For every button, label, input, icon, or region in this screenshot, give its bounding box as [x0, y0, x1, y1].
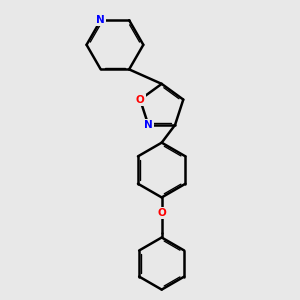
- Text: N: N: [96, 15, 105, 25]
- Text: N: N: [144, 120, 153, 130]
- Text: O: O: [157, 208, 166, 218]
- Text: O: O: [136, 94, 145, 105]
